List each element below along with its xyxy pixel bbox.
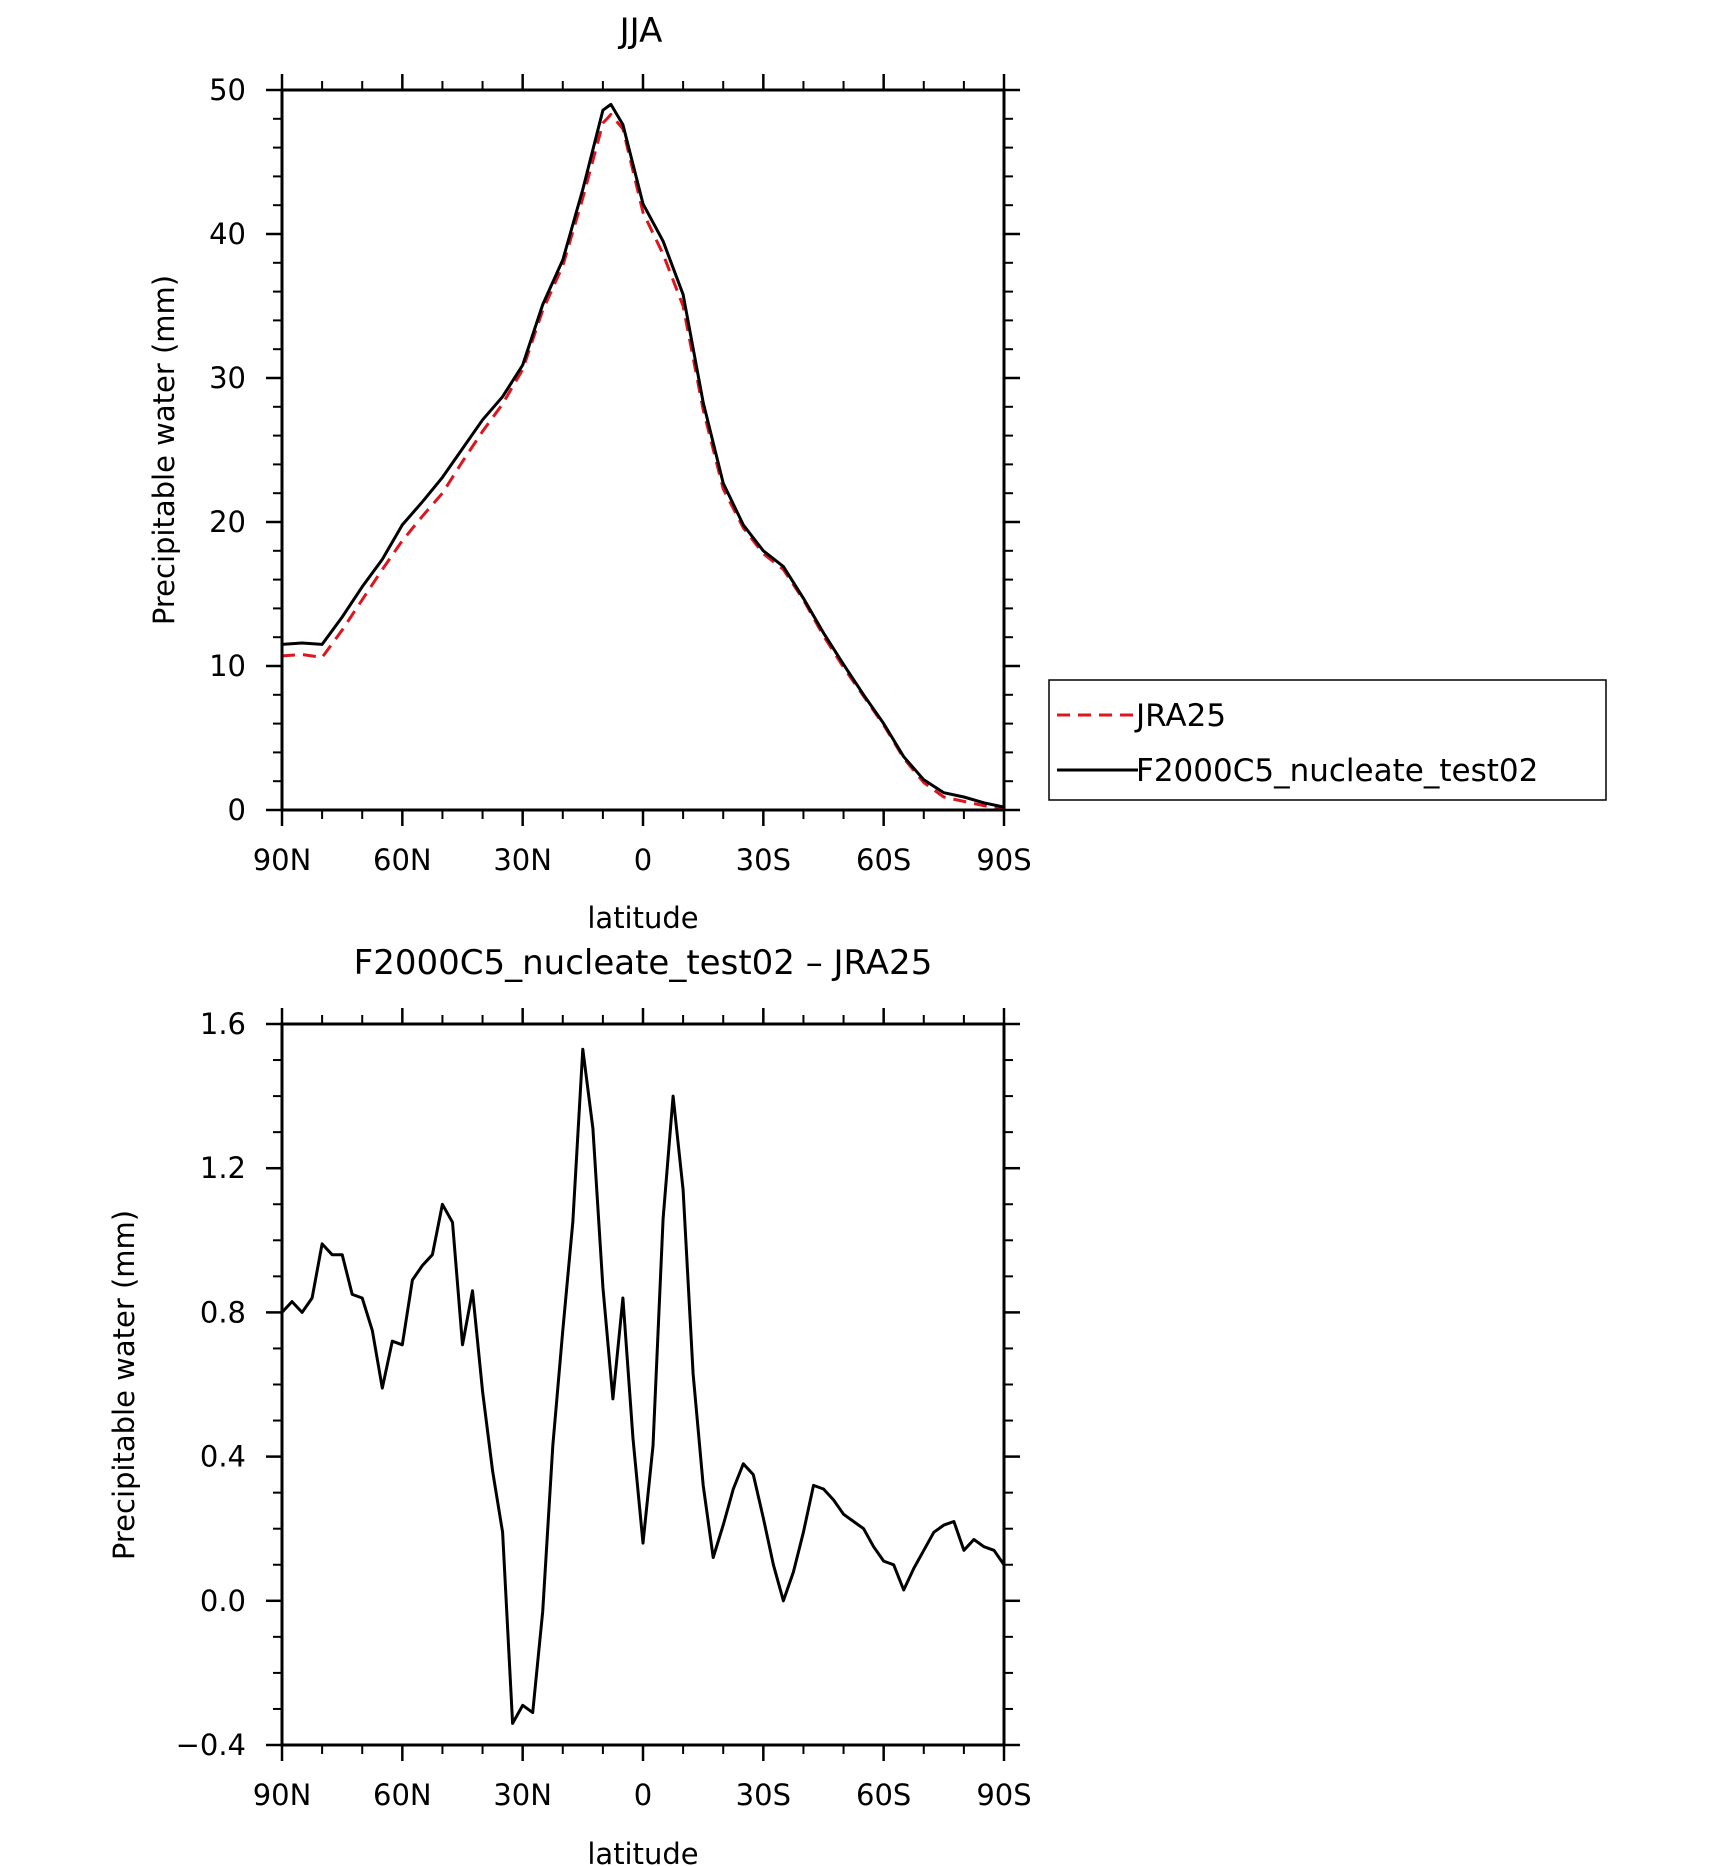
x-tick-label: 60S xyxy=(856,1778,911,1812)
x-tick-label: 90S xyxy=(976,843,1031,877)
y-tick-label: 20 xyxy=(209,505,246,539)
x-tick-label: 30S xyxy=(736,843,791,877)
x-axis-label: latitude xyxy=(587,901,698,935)
y-axis-label: Precipitable water (mm) xyxy=(147,275,181,625)
y-tick-label: 0.0 xyxy=(200,1584,246,1618)
x-tick-label: 0 xyxy=(634,1778,652,1812)
y-tick-label: 30 xyxy=(209,361,246,395)
legend-label-jra25: JRA25 xyxy=(1134,698,1226,734)
y-tick-labels: −0.4 0.0 0.4 0.8 1.2 1.6 xyxy=(176,1007,246,1762)
y-tick-label: 1.6 xyxy=(200,1007,246,1041)
series-line-f2000c5-nucleate-test02 xyxy=(281,102,1005,809)
x-axis-label: latitude xyxy=(587,1837,698,1866)
y-tick-labels: 0 10 20 30 40 50 xyxy=(209,73,246,827)
top-panel: JJA 0 10 20 30 40 50 90N 60N 30N 0 30S 60S 90S lati… xyxy=(147,11,1607,935)
x-tick-label: 60N xyxy=(373,1778,432,1812)
x-tick-label: 60N xyxy=(373,843,432,877)
y-axis-label: Precipitable water (mm) xyxy=(107,1210,141,1560)
legend-label-model: F2000C5_nucleate_test02 xyxy=(1136,753,1538,789)
legend-box xyxy=(1048,679,1607,801)
x-tick-label: 0 xyxy=(634,843,652,877)
plot-frame xyxy=(280,88,1006,812)
x-tick-labels: 90N 60N 30N 0 30S 60S 90S xyxy=(253,843,1032,877)
y-tick-label: 0 xyxy=(228,793,246,827)
y-tick-label: 1.2 xyxy=(200,1151,246,1185)
y-tick-label: 0.8 xyxy=(200,1295,246,1329)
series-lines xyxy=(280,1047,1006,1725)
legend: JRA25 F2000C5_nucleate_test02 xyxy=(1048,679,1607,801)
series-lines xyxy=(281,102,1005,811)
y-tick-label: −0.4 xyxy=(176,1728,246,1762)
y-tick-label: 40 xyxy=(209,217,246,251)
x-tick-label: 30N xyxy=(493,1778,552,1812)
x-tick-label: 60S xyxy=(856,843,911,877)
y-tick-label: 0.4 xyxy=(200,1440,246,1474)
series-line-difference xyxy=(280,1047,1006,1725)
tick-marks xyxy=(266,74,1020,826)
y-tick-label: 50 xyxy=(209,73,246,107)
y-tick-label: 10 xyxy=(209,649,246,683)
chart-title: F2000C5_nucleate_test02 – JRA25 xyxy=(354,943,933,983)
x-tick-label: 90N xyxy=(253,843,312,877)
x-tick-label: 30N xyxy=(493,843,552,877)
chart-title: JJA xyxy=(618,11,663,51)
plot-frame xyxy=(280,1022,1006,1747)
x-tick-labels: 90N 60N 30N 0 30S 60S 90S xyxy=(253,1778,1032,1812)
tick-marks xyxy=(266,1008,1020,1761)
x-tick-label: 90S xyxy=(976,1778,1031,1812)
x-tick-label: 30S xyxy=(736,1778,791,1812)
series-line-jra25 xyxy=(281,113,1005,811)
bottom-panel: F2000C5_nucleate_test02 – JRA25 −0.4 0.0 0… xyxy=(107,943,1032,1866)
x-tick-label: 90N xyxy=(253,1778,312,1812)
